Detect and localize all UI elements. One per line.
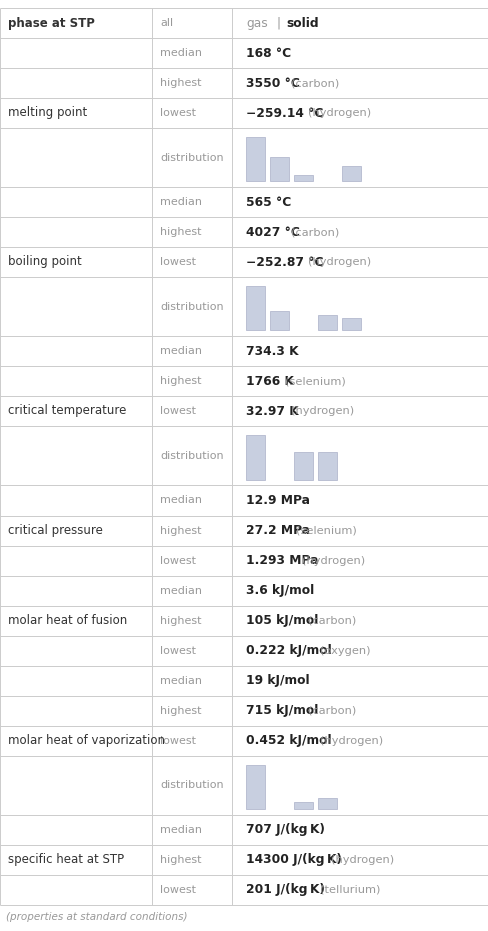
Text: median: median (160, 825, 202, 835)
Text: lowest: lowest (160, 407, 196, 416)
Text: median: median (160, 676, 202, 686)
Text: molar heat of fusion: molar heat of fusion (8, 614, 127, 627)
Text: (carbon): (carbon) (307, 706, 356, 716)
Text: (selenium): (selenium) (284, 376, 345, 386)
Text: (selenium): (selenium) (296, 525, 356, 535)
Text: melting point: melting point (8, 106, 87, 119)
Text: distribution: distribution (160, 153, 223, 163)
Bar (269, 157, 288, 182)
Text: 168 °C: 168 °C (245, 47, 290, 60)
Text: (hydrogen): (hydrogen) (290, 407, 353, 416)
Text: lowest: lowest (160, 257, 196, 267)
Bar (245, 286, 264, 331)
Bar (341, 166, 360, 182)
Bar (341, 317, 360, 331)
Bar (293, 803, 312, 809)
Text: highest: highest (160, 615, 201, 626)
Text: highest: highest (160, 525, 201, 535)
Text: median: median (160, 495, 202, 506)
Text: lowest: lowest (160, 885, 196, 895)
Bar (317, 316, 336, 331)
Text: highest: highest (160, 78, 201, 88)
Text: critical pressure: critical pressure (8, 524, 102, 537)
Bar (317, 452, 336, 479)
Text: median: median (160, 197, 202, 208)
Text: 201 J/(kg K): 201 J/(kg K) (245, 884, 324, 897)
Text: critical temperature: critical temperature (8, 404, 126, 417)
Text: median: median (160, 346, 202, 357)
Text: 715 kJ/mol: 715 kJ/mol (245, 704, 318, 717)
Text: gas: gas (245, 17, 267, 30)
Text: phase at STP: phase at STP (8, 17, 95, 30)
Text: 707 J/(kg K): 707 J/(kg K) (245, 823, 324, 836)
Text: highest: highest (160, 227, 201, 237)
Text: lowest: lowest (160, 646, 196, 655)
Text: distribution: distribution (160, 780, 223, 790)
Text: (carbon): (carbon) (307, 615, 356, 626)
Text: median: median (160, 48, 202, 58)
Text: distribution: distribution (160, 302, 223, 312)
Text: 3550 °C: 3550 °C (245, 76, 299, 89)
Text: median: median (160, 586, 202, 596)
Text: highest: highest (160, 376, 201, 386)
Bar (269, 312, 288, 331)
Text: 4027 °C: 4027 °C (245, 225, 299, 238)
Text: solid: solid (285, 17, 318, 30)
Text: lowest: lowest (160, 556, 196, 565)
Text: (hydrogen): (hydrogen) (330, 855, 393, 865)
Text: highest: highest (160, 706, 201, 716)
Text: 105 kJ/mol: 105 kJ/mol (245, 614, 318, 627)
Text: boiling point: boiling point (8, 255, 81, 268)
Text: −259.14 °C: −259.14 °C (245, 107, 323, 120)
Text: −252.87 °C: −252.87 °C (245, 256, 323, 269)
Text: 734.3 K: 734.3 K (245, 344, 298, 358)
Text: (hydrogen): (hydrogen) (302, 556, 365, 565)
Text: molar heat of vaporization: molar heat of vaporization (8, 734, 164, 747)
Text: (hydrogen): (hydrogen) (307, 257, 370, 267)
Text: (hydrogen): (hydrogen) (319, 735, 382, 746)
Text: highest: highest (160, 855, 201, 865)
Text: lowest: lowest (160, 108, 196, 118)
Text: 12.9 MPa: 12.9 MPa (245, 494, 309, 507)
Text: (oxygen): (oxygen) (319, 646, 369, 655)
Text: specific heat at STP: specific heat at STP (8, 854, 124, 867)
Text: (carbon): (carbon) (290, 78, 338, 88)
Text: (hydrogen): (hydrogen) (307, 108, 370, 118)
Text: 0.452 kJ/mol: 0.452 kJ/mol (245, 735, 331, 748)
Text: 3.6 kJ/mol: 3.6 kJ/mol (245, 584, 314, 597)
Text: (carbon): (carbon) (290, 227, 338, 237)
Bar (245, 764, 264, 809)
Text: (properties at standard conditions): (properties at standard conditions) (6, 912, 187, 922)
Bar (293, 175, 312, 182)
Bar (245, 436, 264, 479)
Bar (293, 452, 312, 479)
Text: lowest: lowest (160, 735, 196, 746)
Text: 19 kJ/mol: 19 kJ/mol (245, 674, 309, 687)
Bar (317, 798, 336, 809)
Text: 27.2 MPa: 27.2 MPa (245, 524, 309, 537)
Bar (245, 137, 264, 182)
Text: 14300 J/(kg K): 14300 J/(kg K) (245, 854, 341, 867)
Text: |: | (275, 17, 280, 30)
Text: distribution: distribution (160, 451, 223, 461)
Text: 1766 K: 1766 K (245, 375, 293, 388)
Text: all: all (160, 18, 173, 28)
Text: 32.97 K: 32.97 K (245, 405, 298, 418)
Text: (tellurium): (tellurium) (319, 885, 379, 895)
Text: 565 °C: 565 °C (245, 196, 291, 209)
Text: 0.222 kJ/mol: 0.222 kJ/mol (245, 644, 331, 657)
Text: 1.293 MPa: 1.293 MPa (245, 554, 318, 567)
